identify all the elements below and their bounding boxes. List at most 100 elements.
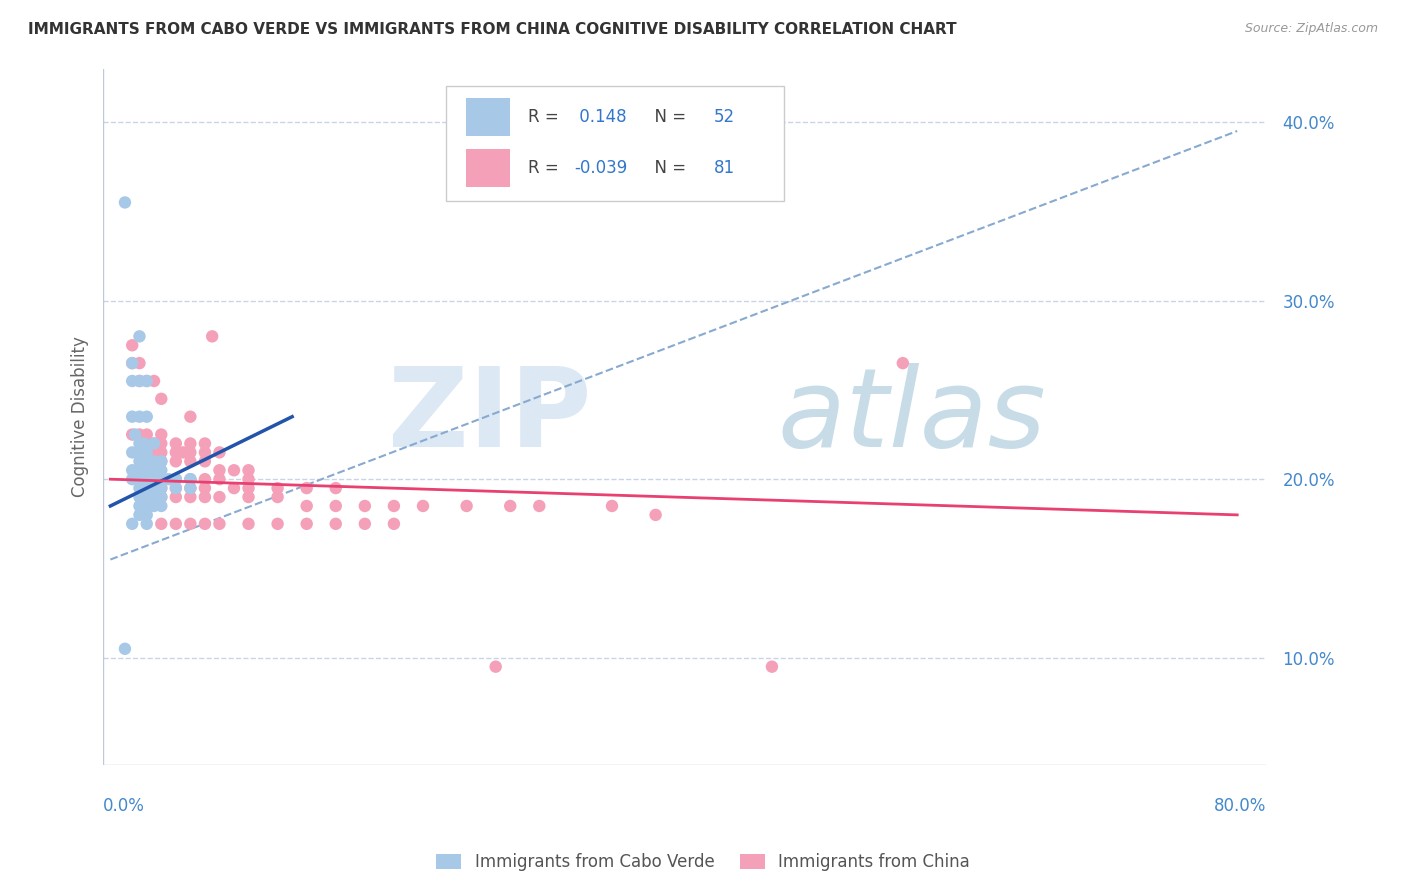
Point — [266, 516, 288, 531]
Point — [761, 659, 783, 673]
Point — [121, 427, 143, 442]
Point — [194, 472, 217, 486]
Point — [382, 516, 405, 531]
Point — [143, 481, 166, 495]
Point — [150, 472, 173, 486]
Point — [150, 454, 173, 468]
Point — [143, 490, 166, 504]
Point — [208, 490, 231, 504]
Point — [143, 481, 166, 495]
Point — [128, 356, 150, 370]
Point — [128, 329, 150, 343]
Point — [529, 499, 551, 513]
Point — [128, 472, 150, 486]
Point — [143, 472, 166, 486]
Point — [179, 454, 201, 468]
Point — [150, 516, 173, 531]
Point — [121, 356, 143, 370]
Text: 80.0%: 80.0% — [1213, 797, 1267, 815]
Text: ZIP: ZIP — [388, 363, 592, 470]
Text: R =: R = — [527, 108, 564, 126]
Point — [325, 516, 347, 531]
Point — [238, 516, 260, 531]
Point — [143, 499, 166, 513]
Point — [194, 445, 217, 459]
Point — [238, 490, 260, 504]
Point — [179, 472, 201, 486]
Point — [150, 490, 173, 504]
Text: 52: 52 — [714, 108, 735, 126]
Point — [121, 356, 143, 370]
Point — [179, 481, 201, 495]
Text: IMMIGRANTS FROM CABO VERDE VS IMMIGRANTS FROM CHINA COGNITIVE DISABILITY CORRELA: IMMIGRANTS FROM CABO VERDE VS IMMIGRANTS… — [28, 22, 956, 37]
Point — [121, 374, 143, 388]
Point — [135, 463, 157, 477]
Text: 0.0%: 0.0% — [103, 797, 145, 815]
Point — [114, 195, 136, 210]
Point — [135, 499, 157, 513]
Point — [128, 481, 150, 495]
Point — [143, 463, 166, 477]
Text: -0.039: -0.039 — [574, 159, 627, 177]
Point — [143, 374, 166, 388]
Point — [150, 392, 173, 406]
Point — [143, 445, 166, 459]
Point — [194, 454, 217, 468]
Point — [179, 409, 201, 424]
Point — [382, 499, 405, 513]
Point — [150, 445, 173, 459]
Point — [157, 472, 180, 486]
FancyBboxPatch shape — [446, 86, 783, 201]
Point — [150, 436, 173, 450]
Point — [135, 445, 157, 459]
Legend: Immigrants from Cabo Verde, Immigrants from China: Immigrants from Cabo Verde, Immigrants f… — [430, 847, 976, 878]
Point — [135, 374, 157, 388]
Point — [135, 409, 157, 424]
Y-axis label: Cognitive Disability: Cognitive Disability — [72, 336, 89, 497]
Text: R =: R = — [527, 159, 564, 177]
Point — [128, 409, 150, 424]
Point — [143, 490, 166, 504]
Point — [150, 499, 173, 513]
Point — [143, 436, 166, 450]
Point — [208, 463, 231, 477]
Point — [135, 490, 157, 504]
Point — [456, 499, 478, 513]
Point — [121, 338, 143, 352]
Point — [121, 445, 143, 459]
Point — [114, 641, 136, 656]
Text: Source: ZipAtlas.com: Source: ZipAtlas.com — [1244, 22, 1378, 36]
Point — [128, 454, 150, 468]
Point — [143, 436, 166, 450]
Point — [128, 499, 150, 513]
Point — [165, 516, 187, 531]
Point — [150, 472, 173, 486]
Point — [150, 481, 173, 495]
Point — [325, 499, 347, 513]
Point — [891, 356, 914, 370]
Point — [135, 516, 157, 531]
Point — [295, 516, 318, 531]
FancyBboxPatch shape — [465, 149, 510, 187]
Text: atlas: atlas — [778, 363, 1046, 470]
Text: N =: N = — [644, 108, 692, 126]
Point — [179, 472, 201, 486]
Point — [143, 472, 166, 486]
Point — [143, 454, 166, 468]
Point — [165, 454, 187, 468]
Point — [121, 472, 143, 486]
Point — [194, 481, 217, 495]
Point — [128, 374, 150, 388]
Point — [150, 463, 173, 477]
Point — [179, 481, 201, 495]
Point — [485, 659, 508, 673]
Point — [499, 499, 522, 513]
Point — [128, 427, 150, 442]
Point — [194, 516, 217, 531]
Point — [238, 472, 260, 486]
Point — [165, 436, 187, 450]
Point — [266, 490, 288, 504]
Point — [165, 445, 187, 459]
Point — [128, 463, 150, 477]
Point — [165, 481, 187, 495]
